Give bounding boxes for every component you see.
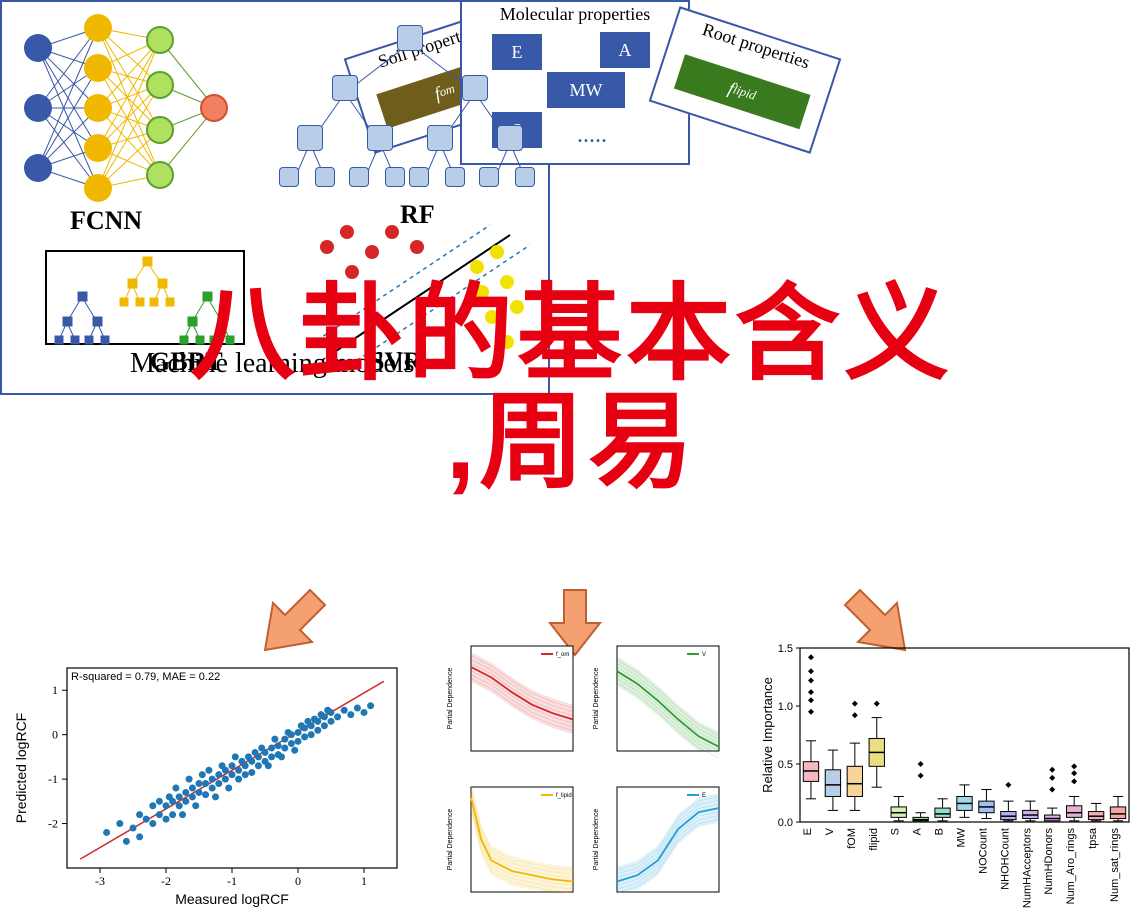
nn-node [24, 34, 52, 62]
gbrt-frame [45, 250, 245, 345]
pdp-svg: Partial Dependence f_om Partial Dependence… [445, 640, 725, 910]
svg-text:1: 1 [52, 683, 58, 697]
nn-node [146, 26, 174, 54]
svg-text:Relative Importance: Relative Importance [760, 677, 775, 793]
nn-node [200, 94, 228, 122]
rf-tree-node [515, 167, 535, 187]
scatter-svg: -3 -2 -1 0 1 -2 -1 0 1 R-squared = 0.79, MAE = 0.… [12, 650, 407, 910]
svg-text:Partial Dependence: Partial Dependence [593, 809, 600, 871]
rf-tree-node [315, 167, 335, 187]
svg-text:0: 0 [52, 728, 58, 742]
svg-text:A: A [912, 827, 924, 835]
nn-node [84, 174, 112, 202]
svg-text:-1: -1 [48, 772, 58, 786]
rf-tree-node [349, 167, 369, 187]
svg-text:0.0: 0.0 [778, 817, 793, 829]
nn-node [146, 71, 174, 99]
svm-point [475, 285, 489, 299]
boxplot-chart: 0.0 0.5 1.0 1.5 E VfOM flipid S A B MW NOCount NHOHC… [760, 640, 1135, 910]
mol-block-mw: MW [547, 72, 625, 108]
nn-node [146, 161, 174, 189]
svg-text:1: 1 [361, 874, 367, 888]
svg-text:1.0: 1.0 [778, 701, 793, 713]
svg-text:NumHAcceptors: NumHAcceptors [1021, 828, 1033, 909]
rf-tree-node [479, 167, 499, 187]
arrow-left-icon [250, 580, 340, 660]
rf-tree-node [385, 167, 405, 187]
svg-text:Num_sat_rings: Num_sat_rings [1109, 828, 1121, 902]
svg-text:Num_Aro_rings: Num_Aro_rings [1065, 828, 1077, 905]
nn-node [84, 14, 112, 42]
nn-node [24, 154, 52, 182]
svm-point [510, 300, 524, 314]
svg-text:-2: -2 [48, 817, 58, 831]
svg-text:MW: MW [956, 827, 968, 847]
svg-text:0.5: 0.5 [778, 759, 793, 771]
scatter-chart: -3 -2 -1 0 1 -2 -1 0 1 R-squared = 0.79, MAE = 0.… [12, 650, 407, 910]
svg-text:f_om: f_om [556, 652, 569, 658]
rf-tree-node [367, 125, 393, 151]
rf-tree-node [332, 75, 358, 101]
nn-node [146, 116, 174, 144]
svg-text:E: E [702, 793, 706, 799]
rf-tree-node [427, 125, 453, 151]
svg-text:V: V [824, 827, 836, 835]
svg-text:S: S [890, 828, 902, 835]
svg-text:-3: -3 [95, 874, 105, 888]
ml-models-box: FCNN RF [0, 0, 550, 395]
nn-node [84, 94, 112, 122]
svg-text:fOM: fOM [846, 828, 858, 849]
svg-text:NumHDonors: NumHDonors [1043, 828, 1055, 895]
rf-tree-node [462, 75, 488, 101]
rf-tree-node [397, 25, 423, 51]
boxplot-svg: 0.0 0.5 1.0 1.5 E VfOM flipid S A B MW NOCount NHOHC… [760, 640, 1135, 910]
rf-tree-node [497, 125, 523, 151]
svm-point [365, 245, 379, 259]
mol-block-a: A [600, 32, 650, 68]
svg-text:Partial Dependence: Partial Dependence [593, 668, 600, 730]
pdp-chart: Partial Dependence f_om Partial Dependence… [445, 640, 725, 910]
svm-point [485, 310, 499, 324]
rf-tree-node [409, 167, 429, 187]
svg-text:B: B [934, 828, 946, 835]
svm-point [320, 240, 334, 254]
gbrt-trees-svg [47, 252, 247, 347]
svm-point [385, 225, 399, 239]
nn-node [24, 94, 52, 122]
svg-text:Predicted logRCF: Predicted logRCF [13, 713, 29, 824]
svg-text:-1: -1 [227, 874, 237, 888]
svg-text:Partial Dependence: Partial Dependence [447, 668, 454, 730]
nn-node [84, 54, 112, 82]
svg-text:1.5: 1.5 [778, 643, 793, 655]
svr-diagram-svg [300, 215, 530, 365]
nn-node [84, 134, 112, 162]
ml-box-title: Machine learning models [130, 348, 415, 380]
svg-text:flipid: flipid [868, 828, 880, 851]
svg-text:Measured logRCF: Measured logRCF [175, 891, 289, 907]
svg-text:R-squared = 0.79, MAE = 0.22: R-squared = 0.79, MAE = 0.22 [71, 671, 220, 683]
rf-tree-node [445, 167, 465, 187]
svg-text:0: 0 [295, 874, 301, 888]
svm-point [345, 265, 359, 279]
svg-text:tpsa: tpsa [1087, 827, 1099, 849]
svm-point [490, 245, 504, 259]
rf-tree-node [279, 167, 299, 187]
svm-point [410, 240, 424, 254]
svm-point [340, 225, 354, 239]
mol-dots: ..... [577, 122, 607, 149]
svg-text:NHOHCount: NHOHCount [999, 828, 1011, 890]
svm-point [500, 275, 514, 289]
svg-text:V: V [702, 652, 706, 658]
svm-point [500, 335, 514, 349]
svg-text:E: E [802, 828, 814, 835]
svg-text:NOCount: NOCount [977, 828, 989, 874]
svm-point [470, 260, 484, 274]
fcnn-label: FCNN [70, 206, 142, 236]
overlay-line2: ,周易 [0, 390, 1143, 495]
rf-tree-node [297, 125, 323, 151]
svg-text:f_lipid: f_lipid [556, 793, 572, 799]
svg-text:-2: -2 [161, 874, 171, 888]
svg-text:Partial Dependence: Partial Dependence [447, 809, 454, 871]
